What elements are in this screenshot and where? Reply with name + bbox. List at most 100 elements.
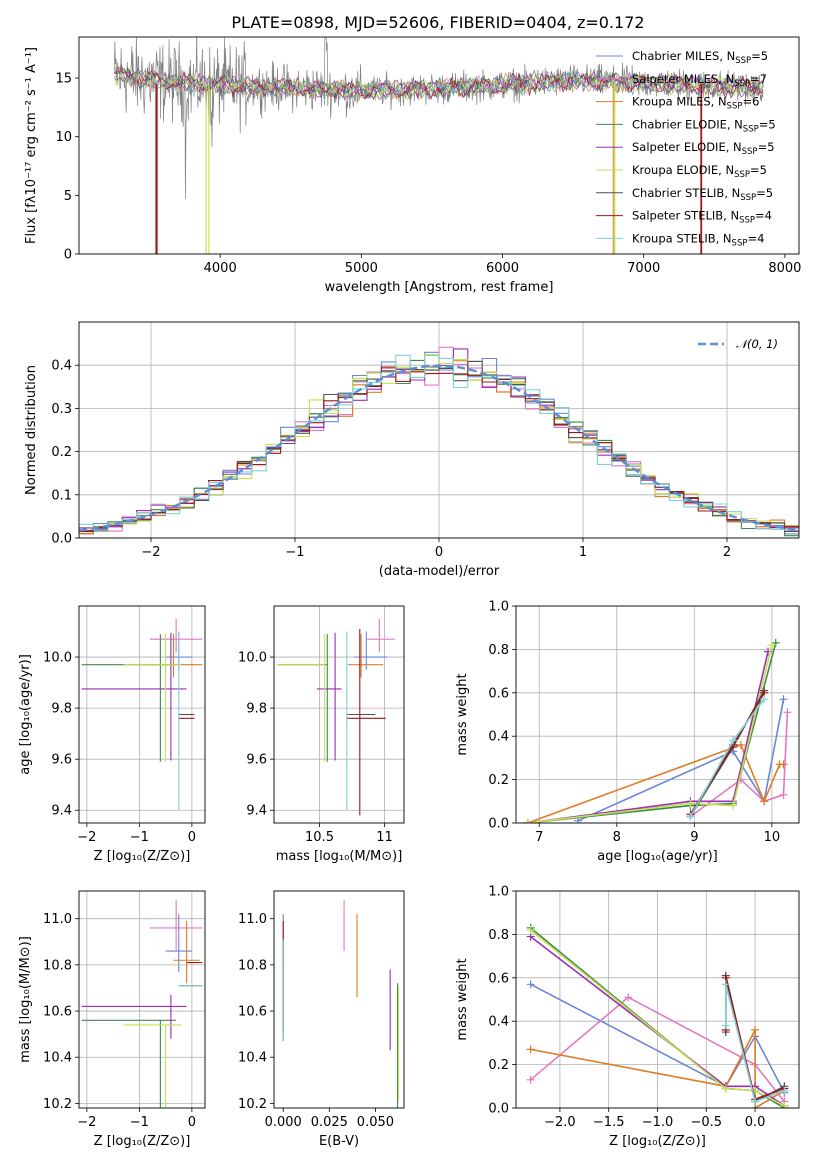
normal-pdf-line [79,364,799,532]
weight-line [530,929,785,1107]
plot-area [282,900,400,1108]
y-tick-label: 10.8 [43,958,72,973]
weight-marker [779,790,788,799]
y-tick-label: 10.6 [238,1005,267,1020]
plot-area [81,618,203,811]
y-tick-label: 10.0 [238,651,267,666]
histogram-step-kroupa-stelib [79,354,799,531]
x-tick-label: 6000 [486,261,519,276]
weight-marker [779,760,788,769]
weight-marker [780,1101,789,1108]
y-tick-label: 10.4 [43,1051,72,1066]
y-tick-label: 0.4 [51,359,72,374]
spectrum-legend: Chabrier MILES, NSSP=5 Salpeter MILES, NS… [596,49,776,248]
x-tick-label: 0.000 [265,1115,302,1130]
weight-line [530,996,786,1102]
y-tick-label: 10.2 [238,1097,267,1112]
x-axis-label: (data-model)/error [379,564,500,579]
axes-frame [273,890,405,1109]
axes-frame [515,605,800,824]
x-axis-label: Z [log₁₀(Z/Z⊙)] [94,1134,191,1149]
weight-series-kroupa-stelib [686,695,769,821]
y-tick-label: 1.0 [488,885,509,900]
x-axis-label: mass [log₁₀(M/M⊙)] [276,849,403,864]
weight-line [530,983,786,1094]
weight-marker [760,797,769,806]
y-tick-label: 9.6 [51,753,72,768]
weight-line [527,651,769,823]
errorbar-point [346,628,386,816]
weight-marker [526,980,535,989]
plot-area [81,900,203,1108]
y-axis-label: Normed distribution [24,365,39,495]
x-tick-label: −2.0 [544,1115,576,1130]
weight-marker [686,812,695,821]
x-tick-label: 2 [723,545,731,560]
y-tick-label: 0.3 [51,402,72,417]
plot-area [79,346,799,537]
y-tick-label: 0.8 [488,643,509,658]
legend-entry: Salpeter STELIB, NSSP=4 [632,209,772,226]
weight-line [527,644,773,823]
y-axis-label: mass [log₁₀(M/M⊙)] [18,936,33,1063]
errorbar-point [144,634,203,678]
spectrum-model-drop [613,83,616,254]
weight-marker [751,1025,760,1034]
x-axis-label: E(B-V) [319,1134,359,1149]
x-axis-label: Z [log₁₀(Z/Z⊙)] [94,849,191,864]
x-axis-label: Z [log₁₀(Z/Z⊙)] [609,1134,706,1149]
errorbar-point [81,994,187,1039]
axes-frame [78,36,800,255]
y-tick-label: 10.2 [43,1097,72,1112]
weight-series-kroupa-elodie [523,641,776,823]
y-tick-label: 10.8 [238,958,267,973]
x-tick-label: 0 [188,830,196,845]
weight-marker [767,641,776,650]
x-tick-label: 11 [376,830,393,845]
legend-entry: Kroupa STELIB, NSSP=4 [632,231,764,248]
weight-marker [526,1075,535,1084]
y-tick-label: 10.4 [238,1051,267,1066]
legend-entry: Kroupa MILES, NSSP=6 [632,95,759,112]
x-tick-label: 7000 [627,261,660,276]
weight-marker [771,638,780,647]
y-tick-label: 11.0 [43,912,72,927]
plot-area [113,37,765,254]
panel-age-vs-mass: 10.5 11 9.4 9.6 9.8 10.0 mass [log₁₀(M/M⊙)] [238,605,405,864]
panel-spectrum: 4000 5000 6000 7000 8000 0 5 10 15 wavelength [An… [24,36,801,295]
x-tick-label: −1.0 [642,1115,674,1130]
weight-series-salpeter-miles [526,993,789,1106]
axes-frame [273,605,405,824]
weight-marker [686,799,695,808]
plot-area [526,923,789,1108]
weight-marker [721,980,730,989]
weight-marker [721,1084,730,1093]
weight-line [577,699,785,822]
x-tick-label: 10.5 [305,830,334,845]
x-tick-label: 8000 [768,261,801,276]
legend-entry: Chabrier MILES, NSSP=5 [632,49,768,66]
histogram-legend: 𝒩(0, 1) [698,337,778,351]
weight-marker [779,695,788,704]
panel-age-vs-Z: −2 −1 0 9.4 9.6 9.8 10.0 Z [log₁₀(Z/Z⊙)] age [lo… [18,605,206,864]
x-tick-label: 0.0 [745,1115,766,1130]
axes-frame [515,890,800,1109]
spectrum-model-chabrier-stelib [114,63,764,100]
y-axis-label: mass weight [455,958,470,1040]
errorbar-point [81,632,187,761]
spectrum-model-drop [700,83,703,254]
x-tick-label: −1 [130,1115,149,1130]
x-tick-label: 7 [535,830,543,845]
errorbar-point [316,632,342,761]
x-tick-label: 0 [435,545,443,560]
figure-title: PLATE=0898, MJD=52606, FIBERID=0404, z=0… [231,13,644,32]
y-tick-label: 10.0 [43,651,72,666]
y-tick-label: 0.0 [488,1102,509,1117]
y-tick-label: 0.4 [488,1015,509,1030]
y-tick-label: 9.8 [51,702,72,717]
legend-entry: Kroupa ELODIE, NSSP=5 [632,163,767,180]
weight-marker [523,819,532,823]
x-tick-label: 0 [188,1115,196,1130]
x-tick-label: 10 [764,830,781,845]
